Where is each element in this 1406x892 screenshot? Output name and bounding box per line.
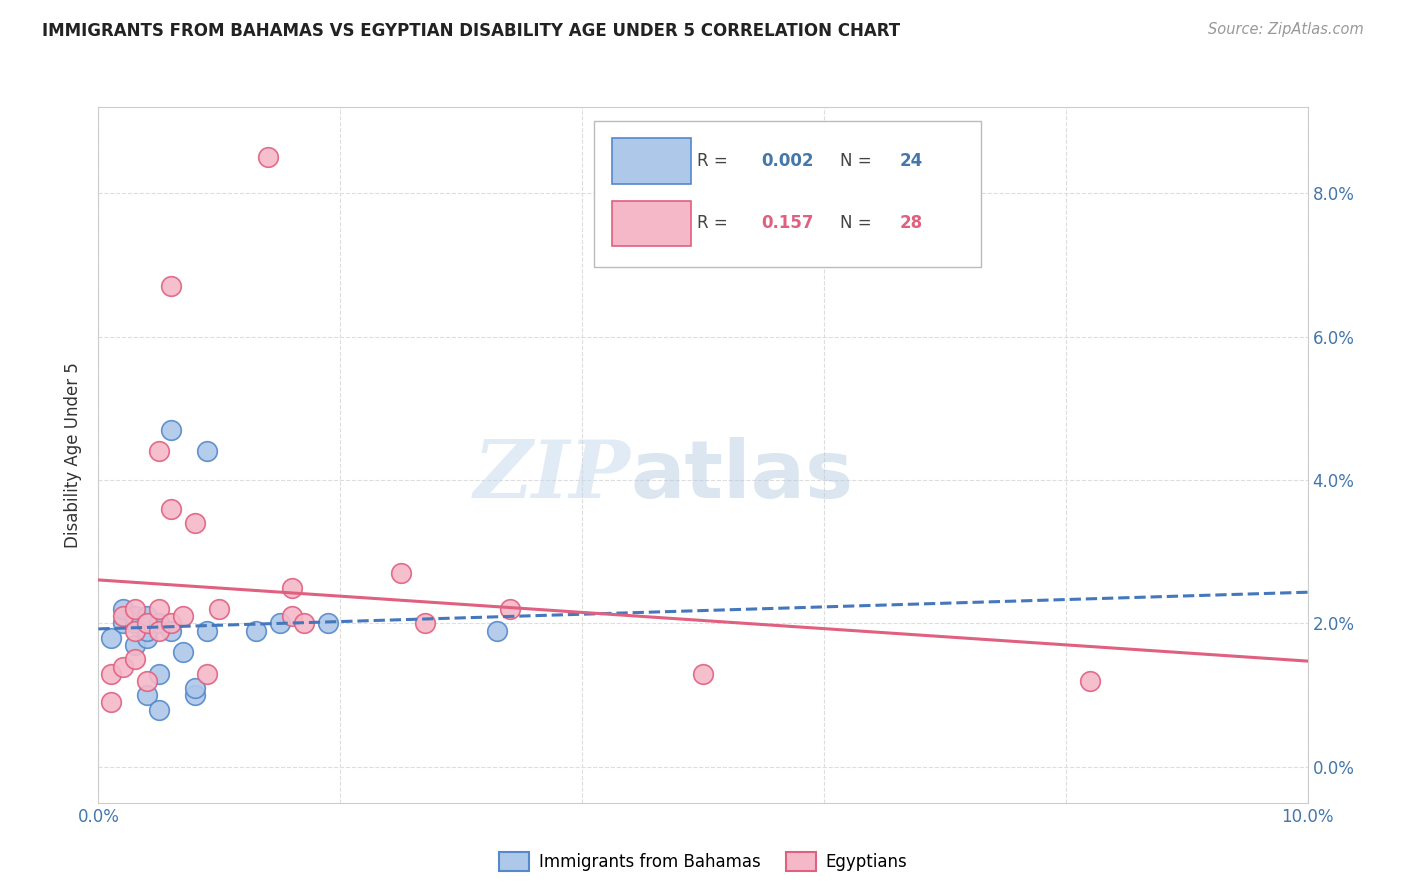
Text: R =: R =: [697, 214, 733, 232]
Point: [135, 673, 157, 688]
Point: [281, 581, 304, 595]
FancyBboxPatch shape: [613, 201, 690, 246]
Text: 28: 28: [900, 214, 924, 232]
Point: [148, 624, 170, 638]
Point: [486, 624, 509, 638]
Point: [124, 609, 146, 624]
Point: [148, 602, 170, 616]
Point: [100, 666, 122, 681]
Point: [1078, 673, 1101, 688]
Point: [498, 602, 520, 616]
Point: [281, 609, 304, 624]
Point: [413, 616, 436, 631]
Point: [692, 666, 714, 681]
Legend: Immigrants from Bahamas, Egyptians: Immigrants from Bahamas, Egyptians: [492, 846, 914, 878]
Point: [160, 616, 183, 631]
Point: [135, 688, 157, 702]
Text: ZIP: ZIP: [474, 437, 630, 515]
FancyBboxPatch shape: [595, 121, 981, 267]
Text: 24: 24: [900, 153, 924, 170]
Point: [160, 501, 183, 516]
Point: [195, 444, 218, 458]
Point: [135, 631, 157, 645]
Point: [208, 602, 231, 616]
Point: [148, 616, 170, 631]
Point: [195, 666, 218, 681]
Point: [124, 602, 146, 616]
Point: [160, 423, 183, 437]
FancyBboxPatch shape: [613, 138, 690, 184]
Point: [100, 631, 122, 645]
Point: [111, 609, 134, 624]
Point: [245, 624, 267, 638]
Text: 0.002: 0.002: [761, 153, 814, 170]
Point: [111, 616, 134, 631]
Point: [195, 624, 218, 638]
Point: [172, 609, 194, 624]
Point: [111, 659, 134, 673]
Point: [172, 645, 194, 659]
Text: N =: N =: [839, 153, 876, 170]
Point: [124, 624, 146, 638]
Text: 0.157: 0.157: [761, 214, 814, 232]
Point: [160, 279, 183, 293]
Point: [316, 616, 339, 631]
Point: [184, 516, 207, 530]
Point: [124, 638, 146, 652]
Point: [160, 624, 183, 638]
Y-axis label: Disability Age Under 5: Disability Age Under 5: [65, 362, 83, 548]
Text: N =: N =: [839, 214, 876, 232]
Point: [124, 616, 146, 631]
Point: [184, 688, 207, 702]
Point: [111, 602, 134, 616]
Point: [292, 616, 315, 631]
Point: [148, 666, 170, 681]
Point: [124, 652, 146, 666]
Point: [184, 681, 207, 695]
Point: [148, 444, 170, 458]
Point: [256, 150, 278, 164]
Text: atlas: atlas: [630, 437, 853, 515]
Point: [135, 609, 157, 624]
Point: [100, 695, 122, 709]
Point: [269, 616, 291, 631]
Point: [389, 566, 412, 581]
Text: R =: R =: [697, 153, 733, 170]
Point: [135, 624, 157, 638]
Point: [135, 616, 157, 631]
Text: Source: ZipAtlas.com: Source: ZipAtlas.com: [1208, 22, 1364, 37]
Point: [148, 702, 170, 716]
Text: IMMIGRANTS FROM BAHAMAS VS EGYPTIAN DISABILITY AGE UNDER 5 CORRELATION CHART: IMMIGRANTS FROM BAHAMAS VS EGYPTIAN DISA…: [42, 22, 900, 40]
